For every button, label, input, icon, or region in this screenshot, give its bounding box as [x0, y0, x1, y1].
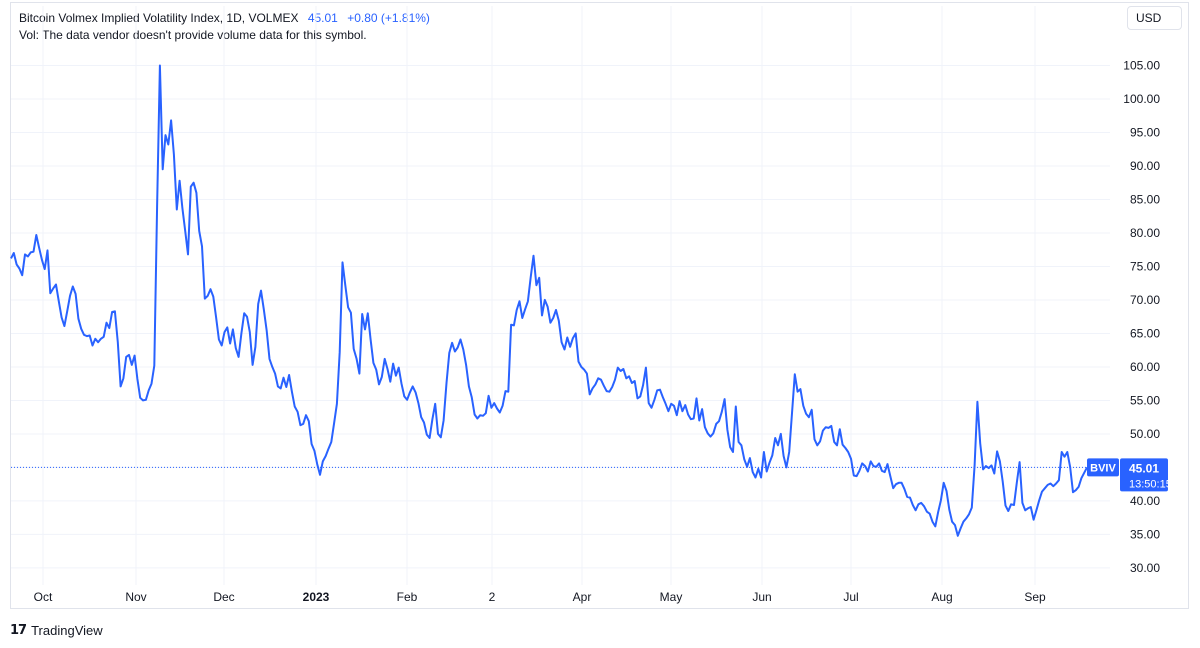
x-tick-label: 2023	[303, 590, 330, 604]
x-tick-label: Aug	[931, 590, 952, 604]
volume-note: Vol: The data vendor doesn't provide vol…	[19, 28, 367, 42]
y-tick-label: 55.00	[1130, 393, 1160, 407]
symbol-tag-text: BVIV	[1090, 462, 1116, 474]
y-tick-label: 105.00	[1123, 58, 1160, 72]
y-tick-label: 50.00	[1130, 427, 1160, 441]
y-tick-label: 90.00	[1130, 159, 1160, 173]
y-tick-label: 35.00	[1130, 527, 1160, 541]
x-tick-label: Jun	[752, 590, 771, 604]
y-tick-label: 65.00	[1130, 326, 1160, 340]
tradingview-logo[interactable]: 17 TradingView	[10, 622, 103, 638]
x-tick-label: Feb	[397, 590, 418, 604]
price-tag-countdown: 13:50:15	[1129, 478, 1172, 490]
y-tick-label: 40.00	[1130, 494, 1160, 508]
y-tick-label: 100.00	[1123, 92, 1160, 106]
symbol-title[interactable]: Bitcoin Volmex Implied Volatility Index,…	[19, 11, 299, 25]
x-tick-label: 2	[489, 590, 496, 604]
y-tick-label: 70.00	[1130, 293, 1160, 307]
y-tick-label: 85.00	[1130, 192, 1160, 206]
x-tick-label: May	[660, 590, 683, 604]
chart-grid	[11, 6, 1110, 585]
x-tick-label: Nov	[125, 590, 146, 604]
x-tick-label: Oct	[34, 590, 53, 604]
x-tick-label: Apr	[573, 590, 592, 604]
last-value: 45.01	[307, 11, 338, 25]
x-tick-label: Jul	[843, 590, 858, 604]
series-line	[10, 64, 1088, 537]
x-tick-label: Sep	[1024, 590, 1046, 604]
y-tick-label: 80.00	[1130, 226, 1160, 240]
price-tag	[1120, 458, 1168, 492]
chart-frame	[10, 2, 1189, 609]
tradingview-brand: TradingView	[31, 622, 103, 638]
y-axis: 105.00 100.00 95.00 90.00 85.00 80.00 75.00 70.…	[1123, 58, 1160, 574]
y-tick-label: 30.00	[1130, 561, 1160, 575]
x-tick-label: Dec	[213, 590, 234, 604]
y-tick-label: 75.00	[1130, 259, 1160, 273]
price-tag-value: 45.01	[1129, 461, 1159, 475]
price-change: +0.80 (+1.81%)	[347, 11, 430, 25]
y-tick-label: 95.00	[1130, 125, 1160, 139]
tradingview-logo-icon: 17	[10, 622, 27, 638]
x-axis: Oct Nov Dec 2023 Feb 2 Apr May Jun Jul Aug Sep	[34, 590, 1046, 604]
last-price-label-group: BVIV 45.01 13:50:15	[1087, 458, 1172, 492]
y-tick-label: 60.00	[1130, 360, 1160, 374]
chart-legend: Bitcoin Volmex Implied Volatility Index,…	[19, 10, 430, 26]
currency-button[interactable]: USD	[1127, 6, 1182, 30]
symbol-tag	[1087, 458, 1119, 477]
